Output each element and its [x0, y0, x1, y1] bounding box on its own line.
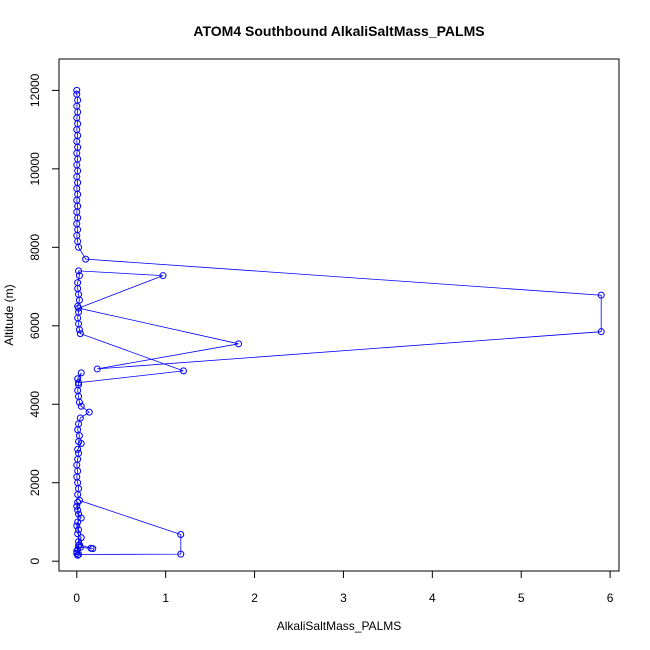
data-point: [75, 541, 83, 549]
y-axis-label: Altitude (m): [2, 284, 16, 345]
data-point: [77, 402, 85, 410]
data-point: [73, 502, 81, 510]
plot-frame: [58, 58, 620, 572]
y-tick-label: 4000: [28, 391, 42, 418]
x-axis-label: AlkaliSaltMass_PALMS: [277, 619, 402, 633]
data-point: [75, 526, 83, 534]
data-point: [82, 255, 90, 263]
y-tick-label: 8000: [28, 234, 42, 261]
y-tick-label: 12000: [28, 73, 42, 107]
data-point: [74, 551, 82, 559]
data-point: [177, 550, 185, 558]
data-point: [75, 398, 83, 406]
data-point: [75, 496, 83, 504]
data-point: [74, 445, 82, 453]
data-point: [75, 267, 83, 275]
data-point: [77, 534, 85, 542]
x-tick-label: 6: [607, 591, 614, 605]
data-point: [76, 330, 84, 338]
x-tick-label: 4: [429, 591, 436, 605]
data-point: [177, 531, 185, 539]
y-axis: 0 2000 4000 6000 8000 10000 12000: [28, 73, 60, 565]
x-axis: 0 1 2 3 4 5 6: [73, 570, 614, 605]
x-tick-label: 1: [162, 591, 169, 605]
data-point: [75, 379, 83, 387]
x-tick-label: 3: [340, 591, 347, 605]
chart-title: ATOM4 Southbound AlkaliSaltMass_PALMS: [193, 23, 484, 39]
data-point: [74, 506, 82, 514]
y-tick-label: 2000: [28, 469, 42, 496]
data-point: [179, 367, 187, 375]
data-point: [74, 498, 82, 506]
y-tick-label: 10000: [28, 152, 42, 186]
data-point: [73, 547, 81, 555]
data-point: [93, 365, 101, 373]
data-point: [74, 518, 82, 526]
data-point: [74, 530, 82, 538]
data-point: [75, 510, 83, 518]
y-tick-label: 6000: [28, 312, 42, 339]
x-tick-label: 0: [73, 591, 80, 605]
x-tick-label: 5: [518, 591, 525, 605]
data-point: [235, 340, 243, 348]
data-point: [597, 328, 605, 336]
data-point: [77, 439, 85, 447]
data-point: [75, 243, 83, 251]
data-point: [159, 272, 167, 280]
data-point: [73, 86, 81, 94]
y-tick-label: 0: [28, 558, 42, 565]
data-point: [597, 291, 605, 299]
data-point: [75, 326, 83, 334]
series-layer: [73, 86, 605, 559]
data-point: [73, 522, 81, 530]
data-point: [77, 369, 85, 377]
data-point: [85, 408, 93, 416]
x-tick-label: 2: [251, 591, 258, 605]
data-point: [75, 272, 83, 280]
series-line: [76, 90, 602, 556]
data-point: [89, 545, 97, 553]
